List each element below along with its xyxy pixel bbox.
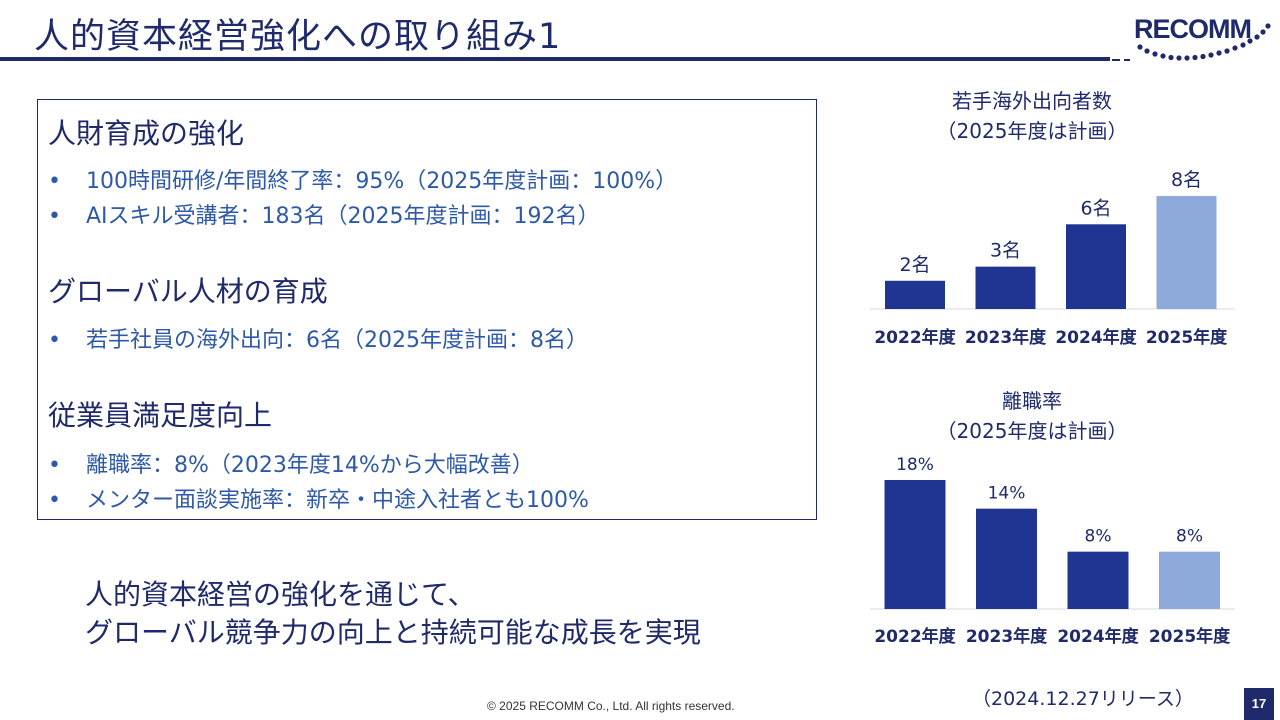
title-rule: [0, 57, 1110, 61]
slide-title: 人的資本経営強化への取り組み1: [34, 17, 562, 57]
logo-text: RECOMM: [1134, 14, 1252, 44]
turnover-rate-chart: 18% 2022年度 14% 2023年度 8% 2024年度 8% 2025年度: [870, 455, 1235, 647]
closing-line: 人的資本経営の強化を通じて、: [85, 578, 476, 611]
bar: [1066, 224, 1126, 309]
category-label: 2025年度: [1146, 327, 1228, 348]
data-label: 3名: [990, 240, 1021, 262]
bullet-text: 若手社員の海外出向：6名（2025年度計画：8名）: [86, 328, 588, 353]
category-label: 2024年度: [1055, 327, 1137, 348]
overseas-assignment-chart: 2名 2022年度 3名 2023年度 6名 2024年度 8名 2025年度: [870, 169, 1235, 348]
title-rule-dash: [1124, 59, 1130, 61]
section-heading-talent-development: 人財育成の強化: [48, 117, 245, 150]
data-label: 18%: [896, 455, 934, 475]
section-heading-global-talent: グローバル人材の育成: [48, 275, 328, 308]
bullet-item: • 100時間研修/年間終了率：95%（2025年度計画：100%）: [48, 169, 678, 194]
bar: [884, 480, 946, 609]
bar: [885, 280, 945, 309]
bar: [976, 508, 1037, 609]
category-label: 2023年度: [966, 626, 1048, 647]
bullet-item: • 若手社員の海外出向：6名（2025年度計画：8名）: [48, 328, 588, 353]
recomm-logo: RECOMM: [1134, 14, 1274, 66]
closing-statement: 人的資本経営の強化を通じて、 グローバル競争力の向上と持続可能な成長を実現: [85, 576, 701, 652]
bullet-text: 離職率：8%（2023年度14%から大幅改善）: [86, 453, 534, 478]
page-number: 17: [1244, 688, 1274, 720]
data-label: 2名: [899, 254, 930, 276]
bullet-text: メンター面談実施率：新卒・中途入社者とも100%: [86, 488, 589, 513]
bullet-text: 100時間研修/年間終了率：95%（2025年度計画：100%）: [86, 169, 678, 194]
chart-title-overseas-assignments: 若手海外出向者数 （2025年度は計画）: [936, 89, 1128, 143]
category-label: 2023年度: [965, 327, 1047, 348]
section-heading-employee-satisfaction: 従業員満足度向上: [48, 399, 273, 432]
category-label: 2022年度: [874, 626, 956, 647]
data-label: 14%: [988, 484, 1026, 504]
bullet-item: • 離職率：8%（2023年度14%から大幅改善）: [48, 453, 534, 478]
category-label: 2025年度: [1149, 626, 1231, 647]
chart-title-turnover-rate: 離職率 （2025年度は計画）: [936, 389, 1128, 443]
data-label: 8%: [1176, 527, 1203, 547]
data-label: 6名: [1080, 197, 1111, 219]
initiatives-box: [37, 99, 817, 520]
data-label: 8名: [1171, 169, 1202, 191]
bullet-text: AIスキル受講者：183名（2025年度計画：192名）: [86, 204, 600, 229]
closing-line: グローバル競争力の向上と持続可能な成長を実現: [85, 616, 701, 649]
release-date: （2024.12.27リリース）: [972, 688, 1194, 710]
category-label: 2024年度: [1057, 626, 1139, 647]
data-label: 8%: [1085, 527, 1112, 547]
category-label: 2022年度: [874, 327, 956, 348]
bar: [1067, 551, 1129, 609]
copyright-notice: © 2025 RECOMM Co., Ltd. All rights reser…: [487, 699, 735, 713]
title-rule-dash: [1112, 59, 1120, 61]
bar: [975, 266, 1036, 309]
bullet-item: • AIスキル受講者：183名（2025年度計画：192名）: [48, 204, 600, 229]
bar: [1159, 551, 1220, 609]
bar: [1156, 196, 1217, 309]
logo-dots-icon: [1137, 23, 1271, 61]
bullet-item: • メンター面談実施率：新卒・中途入社者とも100%: [48, 488, 589, 513]
